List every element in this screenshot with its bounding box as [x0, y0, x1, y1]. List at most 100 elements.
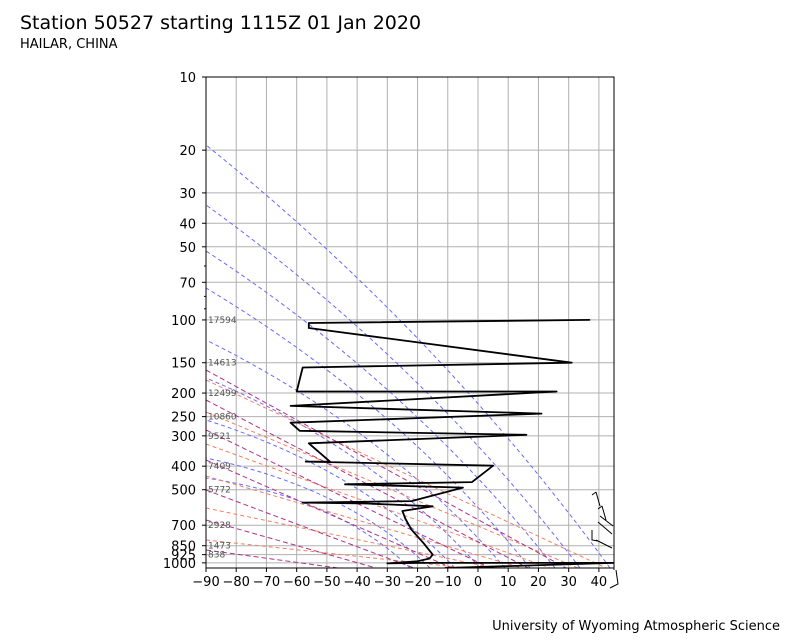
mixing-ratio-line: [206, 519, 377, 568]
data-point: [299, 430, 301, 432]
y-tick-label: 20: [179, 144, 196, 159]
y-tick-label: 40: [179, 217, 196, 232]
axes: −90 −80 −70 −60 −50 −40 −30 −20 −10 0 10 20 30 40 10 20…: [163, 71, 607, 590]
dry-adiabat: [206, 377, 481, 568]
y-tick-label: 10: [179, 71, 196, 86]
data-point: [308, 442, 310, 444]
height-label: 12499: [208, 389, 237, 399]
y-tick-label: 200: [171, 387, 196, 402]
wind-barb: [597, 521, 613, 535]
data-point: [308, 327, 310, 329]
data-point: [432, 554, 434, 556]
height-label: 14613: [208, 359, 237, 369]
data-point: [344, 483, 346, 485]
wind-barb: [597, 505, 607, 521]
chart-subtitle: HAILAR, CHINA: [20, 37, 118, 52]
mixing-ratio-line: [206, 399, 529, 568]
x-tick-label: −80: [223, 575, 250, 590]
mixing-ratio-line: [206, 369, 567, 568]
wind-barb: [591, 491, 601, 507]
data-point: [525, 434, 527, 436]
mixing-ratio-line: [206, 459, 453, 568]
data-point: [305, 461, 307, 463]
height-label: 17594: [208, 316, 237, 326]
y-tick-label: 150: [171, 357, 196, 372]
data-point: [401, 510, 404, 512]
x-tick-label: 0: [474, 575, 482, 590]
x-tick-label: −30: [374, 575, 401, 590]
data-point: [540, 413, 543, 415]
x-tick-label: 30: [560, 575, 577, 590]
data-point: [432, 505, 434, 507]
wind-barb: [591, 530, 599, 542]
data-point: [296, 390, 298, 393]
dry-adiabat: [206, 339, 506, 568]
x-tick-label: −50: [313, 575, 340, 590]
data-point: [589, 319, 591, 321]
mixing-ratio-line: [206, 489, 415, 568]
y-tick-label: 400: [171, 460, 196, 475]
y-tick-label: 300: [171, 430, 196, 445]
data-point: [302, 502, 304, 504]
y-tick-label: 70: [179, 276, 196, 291]
data-point: [290, 422, 292, 424]
y-tick-label: 100: [171, 314, 196, 329]
y-tick-label: 700: [171, 519, 196, 534]
moist-adiabat: [206, 475, 523, 568]
data-point: [410, 500, 413, 502]
moist-adiabat: [206, 443, 551, 568]
dry-adiabat: [206, 250, 556, 568]
data-point: [365, 502, 367, 505]
dry-adiabat: [206, 204, 581, 568]
data-point: [308, 322, 310, 324]
chart-title: Station 50527 starting 1115Z 01 Jan 2020: [20, 12, 422, 34]
height-label: 1473: [208, 542, 231, 552]
x-tick-label: −10: [434, 575, 461, 590]
moist-adiabat: [206, 379, 607, 568]
data-point: [290, 405, 292, 407]
height-label: 10860: [208, 413, 237, 423]
height-label: 7409: [208, 462, 231, 472]
x-tick-label: 40: [591, 575, 608, 590]
temperature-trace: [289, 319, 614, 568]
data-point: [302, 366, 304, 369]
moist-adiabat: [206, 411, 579, 568]
height-label: 5772: [208, 486, 231, 496]
moist-adiabat: [408, 567, 438, 568]
x-tick-label: −40: [343, 575, 370, 590]
x-tick-label: −90: [192, 575, 219, 590]
mixing-ratio-line: [206, 429, 491, 568]
x-tick-label: 20: [530, 575, 547, 590]
y-tick-label: 500: [171, 484, 196, 499]
data-point: [462, 486, 464, 489]
y-tick-label: 850: [171, 540, 196, 555]
data-point: [423, 562, 425, 564]
y-tick-label: 50: [179, 241, 196, 256]
x-tick-label: −70: [253, 575, 280, 590]
dry-adiabat: [206, 419, 456, 568]
data-point: [571, 362, 573, 364]
x-tick-label: 10: [500, 575, 517, 590]
mixing-ratio-line: [206, 549, 339, 568]
plot-frame: [205, 76, 615, 569]
x-tick-label: −60: [283, 575, 310, 590]
dry-adiabat: [206, 287, 531, 568]
data-point: [329, 461, 331, 463]
data-point: [404, 518, 407, 520]
data-point: [429, 557, 431, 560]
moist-adiabat: [206, 507, 495, 568]
data-point: [492, 465, 494, 467]
data-point: [423, 542, 425, 544]
wind-barb: [599, 515, 614, 527]
height-label: 9521: [208, 432, 231, 442]
data-point: [386, 562, 388, 564]
wind-barb: [609, 569, 619, 589]
height-label: 2928: [208, 521, 231, 531]
wind-barb: [595, 539, 613, 549]
sounding-series: [289, 319, 614, 568]
data-point: [410, 529, 413, 531]
y-tick-label: 1000: [163, 557, 196, 572]
height-label: 838: [208, 551, 225, 561]
data-point: [416, 560, 419, 562]
credit-text: University of Wyoming Atmospheric Scienc…: [492, 619, 780, 634]
